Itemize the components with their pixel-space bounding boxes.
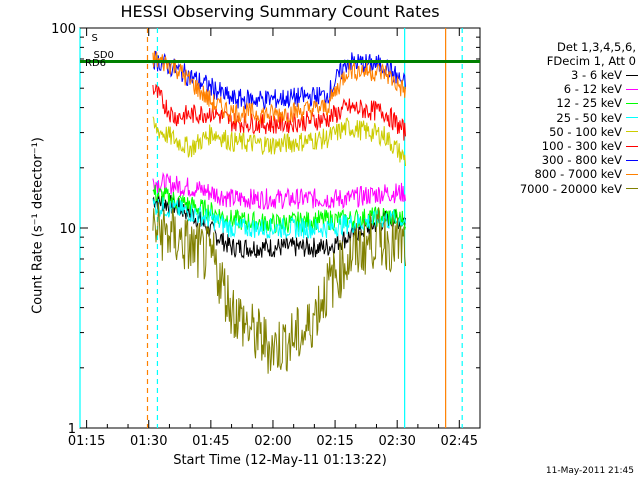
series-line-4 (152, 116, 406, 167)
legend: Det 1,3,4,5,6, FDecim 1, Att 0 3 - 6 keV… (482, 40, 638, 196)
legend-entry: 800 - 7000 keV (482, 167, 638, 181)
series-line-1 (152, 171, 406, 210)
series-line-7 (152, 50, 406, 125)
x-tick-label-4: 02:15 (316, 434, 353, 449)
x-tick-label-0: 01:15 (68, 434, 105, 449)
series-line-2 (152, 184, 406, 234)
att-label-1: S (92, 33, 98, 44)
legend-entry: 25 - 50 keV (482, 111, 638, 125)
legend-swatch (626, 88, 638, 90)
series-line-8 (152, 202, 406, 374)
legend-entry-label: 50 - 100 keV (549, 124, 622, 139)
chart-title: HESSI Observing Summary Count Rates (120, 2, 440, 21)
y-tick-label-0: 1 (68, 422, 76, 437)
legend-swatch (626, 74, 638, 76)
legend-entry: 6 - 12 keV (482, 82, 638, 96)
x-tick-label-6: 02:45 (441, 434, 478, 449)
timestamp: 11-May-2011 21:45 (545, 466, 634, 476)
legend-entry: 300 - 800 keV (482, 153, 638, 167)
series-line-6 (152, 50, 406, 111)
legend-header-line-2: FDecim 1, Att 0 (546, 54, 636, 68)
legend-entry-label: 100 - 300 keV (541, 139, 622, 154)
legend-entry-label: 12 - 25 keV (556, 96, 622, 111)
legend-entry: 50 - 100 keV (482, 125, 638, 139)
legend-swatch (626, 103, 638, 104)
legend-swatch (626, 131, 638, 133)
x-axis-label: Start Time (12-May-11 01:13:22) (173, 453, 387, 468)
series-line-3 (152, 197, 406, 240)
legend-swatch (626, 145, 638, 147)
legend-entry-label: 800 - 7000 keV (534, 167, 622, 182)
legend-entry-label: 3 - 6 keV (571, 68, 622, 82)
att-label-2: SD0 (94, 50, 114, 61)
legend-rows: 3 - 6 keV 6 - 12 keV 12 - 25 keV 25 - 50 ke… (482, 68, 638, 196)
series-line-5 (152, 83, 406, 141)
x-tick-label-1: 01:30 (130, 434, 167, 449)
legend-entry-label: 25 - 50 keV (556, 110, 622, 125)
series-line-0 (152, 192, 406, 259)
legend-swatch (626, 174, 638, 176)
legend-entry: 100 - 300 keV (482, 139, 638, 153)
y-tick-label-1: 10 (59, 222, 76, 237)
legend-swatch (626, 117, 638, 119)
legend-swatch (626, 159, 638, 161)
legend-entry: 7000 - 20000 keV (482, 182, 638, 196)
legend-entry-label: 7000 - 20000 keV (519, 181, 622, 196)
x-tick-label-2: 01:45 (192, 434, 229, 449)
att-label-0: RD6 (85, 58, 106, 69)
legend-entry-label: 300 - 800 keV (541, 153, 622, 168)
x-tick-label-5: 02:30 (378, 434, 415, 449)
legend-header-line-1: Det 1,3,4,5,6, (557, 40, 636, 54)
legend-entry: 12 - 25 keV (482, 96, 638, 110)
legend-swatch (626, 188, 638, 190)
legend-entry-label: 6 - 12 keV (563, 82, 622, 97)
legend-entry: 3 - 6 keV (482, 68, 638, 82)
y-tick-label-2: 100 (51, 22, 76, 37)
x-tick-label-3: 02:00 (254, 434, 291, 449)
